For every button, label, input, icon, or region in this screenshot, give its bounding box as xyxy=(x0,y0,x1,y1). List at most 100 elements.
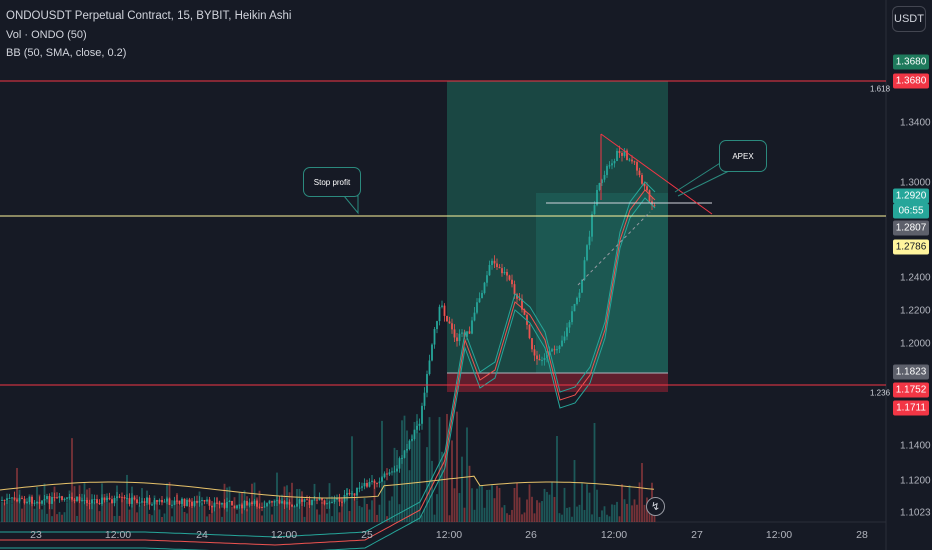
candle xyxy=(283,501,286,505)
candle xyxy=(118,496,121,498)
volume-bar xyxy=(643,504,646,522)
volume-bar xyxy=(536,500,538,522)
candle xyxy=(301,499,303,502)
volume-bar xyxy=(208,514,211,522)
x-tick: 26 xyxy=(525,529,537,541)
y-tick: 1.1200 xyxy=(900,475,931,487)
candle xyxy=(198,500,201,503)
candle xyxy=(46,496,48,500)
candle xyxy=(423,392,426,406)
volume-bar xyxy=(556,436,558,522)
candle xyxy=(358,487,361,489)
candle xyxy=(83,499,86,501)
volume-bar xyxy=(486,489,488,522)
price-label-ray: 1.2807 xyxy=(893,220,929,236)
candle xyxy=(261,506,263,508)
candle xyxy=(501,268,503,274)
candle xyxy=(131,497,133,504)
candle xyxy=(641,175,643,184)
volume-bar xyxy=(171,516,173,522)
volume-bar xyxy=(418,432,421,522)
volume-bar xyxy=(218,501,221,522)
candle xyxy=(376,482,378,484)
candle xyxy=(633,161,636,163)
x-tick: 12:00 xyxy=(435,529,463,541)
y-tick: 1.2200 xyxy=(900,305,931,317)
candle xyxy=(443,305,446,316)
fib-label-upper: 1.618 xyxy=(870,84,891,94)
x-tick: 28 xyxy=(856,529,868,541)
volume-bar xyxy=(53,486,56,522)
volume-bar xyxy=(176,493,178,522)
chart-title[interactable]: ONDOUSDT Perpetual Contract, 15, BYBIT, … xyxy=(6,10,292,22)
countdown-label: 06:55 xyxy=(893,203,929,219)
volume-bar xyxy=(386,516,388,522)
candle xyxy=(563,336,566,341)
volume-bar xyxy=(598,516,601,522)
volume-bar xyxy=(391,496,393,522)
volume-bar xyxy=(593,422,596,522)
candle xyxy=(403,450,406,458)
volume-bar xyxy=(551,482,553,522)
volume-bar xyxy=(526,499,528,522)
candle xyxy=(503,272,506,274)
volume-bar xyxy=(488,489,491,522)
candle xyxy=(116,496,118,499)
volume-bar xyxy=(261,515,263,522)
volume-bar xyxy=(338,512,341,522)
clock-icon[interactable]: ↯ xyxy=(646,497,665,516)
candle xyxy=(338,498,341,502)
volume-bar xyxy=(183,511,186,522)
candle xyxy=(321,498,323,501)
candle xyxy=(143,501,146,503)
candle xyxy=(71,496,73,500)
candle xyxy=(126,498,128,500)
candle xyxy=(393,471,396,473)
stop-profit-callout[interactable]: Stop profit xyxy=(303,167,361,197)
candle xyxy=(221,502,223,505)
candle xyxy=(156,500,158,502)
candle xyxy=(178,500,181,504)
candle xyxy=(8,497,11,499)
candle xyxy=(523,309,526,315)
candle xyxy=(96,499,98,504)
candle xyxy=(313,499,316,501)
x-tick: 25 xyxy=(361,529,373,541)
candle xyxy=(343,495,346,502)
candle xyxy=(196,500,198,503)
currency-button[interactable]: USDT xyxy=(892,6,926,32)
volume-bar xyxy=(576,506,578,522)
candle xyxy=(366,483,368,487)
candle xyxy=(256,500,258,507)
candle xyxy=(251,502,253,504)
candle xyxy=(468,331,471,334)
candle xyxy=(476,302,478,313)
candle xyxy=(333,499,336,502)
volume-bar xyxy=(73,486,76,522)
volume-bar xyxy=(463,507,466,522)
volume-bar xyxy=(376,514,378,522)
volume-bar xyxy=(11,503,13,522)
volume-bar xyxy=(553,496,556,522)
candle xyxy=(481,293,483,299)
x-tick: 12:00 xyxy=(104,529,132,541)
candle xyxy=(471,320,473,334)
volume-bar xyxy=(228,486,231,522)
candle xyxy=(611,163,613,166)
candle xyxy=(418,423,421,426)
candle xyxy=(293,506,296,508)
candle xyxy=(288,501,291,505)
volume-bar xyxy=(143,503,146,522)
candle xyxy=(153,500,156,505)
apex-callout[interactable]: APEX xyxy=(719,140,767,172)
volume-bar xyxy=(3,502,6,522)
bb-indicator-label[interactable]: BB (50, SMA, close, 0.2) xyxy=(6,47,127,59)
volume-bar xyxy=(161,516,163,522)
candle xyxy=(91,499,93,504)
candle xyxy=(1,499,3,501)
volume-bar xyxy=(98,511,101,522)
volume-indicator-label[interactable]: Vol · ONDO (50) xyxy=(6,29,87,41)
volume-bar xyxy=(41,509,43,522)
volume-bar xyxy=(151,515,153,522)
